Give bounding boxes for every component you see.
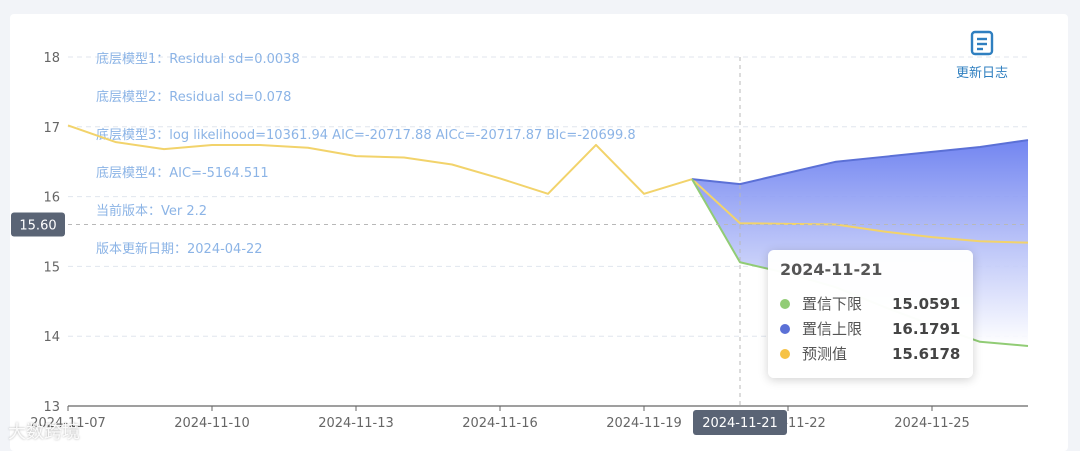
tooltip-series-value: 15.0591: [892, 294, 961, 313]
watermark: 大数跨境: [8, 422, 80, 443]
x-tick-label: 2024-11-16: [462, 416, 538, 431]
model-annotation: 底层模型4：AIC=-5164.511: [96, 165, 269, 181]
tooltip-series-value: 15.6178: [892, 344, 961, 363]
tooltip-series-name: 预测值: [802, 345, 848, 363]
tooltip-series-name: 置信上限: [802, 320, 863, 338]
y-tick-label: 15: [43, 260, 60, 275]
crosshair-y-label: 15.60: [19, 219, 56, 234]
series-dot-icon: [780, 348, 790, 359]
update-log-label: 更新日志: [955, 66, 1008, 81]
chart-tooltip: 2024-11-21 置信下限 15.0591 置信上限 16.1791 预测值…: [768, 250, 973, 378]
crosshair-y-badge: [11, 212, 65, 237]
tooltip-date: 2024-11-21: [780, 260, 883, 279]
x-tick-label: 2024-11-19: [606, 416, 682, 431]
model-annotation: 当前版本：Ver 2.2: [96, 203, 207, 219]
tooltip-row: 置信下限 15.0591: [780, 291, 961, 316]
series-dot-icon: [780, 298, 790, 309]
x-tick-label: 2024-11-13: [318, 416, 394, 431]
crosshair-x-badge: [693, 410, 787, 435]
model-annotation: 底层模型1：Residual sd=0.0038: [96, 51, 300, 67]
series-line-预测值: [67, 124, 1029, 244]
x-tick-label: 2024-11-07: [30, 416, 106, 431]
update-log-button[interactable]: 更新日志: [950, 30, 1014, 81]
y-tick-label: 18: [43, 51, 60, 66]
y-tick-label: 17: [43, 121, 60, 136]
tooltip-row: 预测值 15.6178: [780, 341, 961, 366]
x-tick-label: 2024-11-10: [174, 416, 250, 431]
model-annotation: 底层模型2：Residual sd=0.078: [96, 89, 291, 105]
model-annotation: 版本更新日期：2024-04-22: [96, 241, 263, 257]
model-annotation: 底层模型3：log likelihood=10361.94 AIC=-20717…: [96, 127, 636, 143]
document-icon: [970, 30, 994, 56]
tooltip-row: 置信上限 16.1791: [780, 316, 961, 341]
tooltip-series-value: 16.1791: [892, 319, 961, 338]
series-line-置信上限: [691, 139, 1029, 186]
series-dot-icon: [780, 323, 790, 334]
y-tick-label: 14: [43, 330, 60, 345]
tooltip-series-name: 置信下限: [802, 295, 863, 313]
x-tick-label: 2024-11-25: [894, 416, 970, 431]
y-tick-label: 16: [43, 191, 60, 206]
y-tick-label: 13: [43, 400, 60, 415]
crosshair-x-label: 2024-11-21: [702, 416, 778, 431]
